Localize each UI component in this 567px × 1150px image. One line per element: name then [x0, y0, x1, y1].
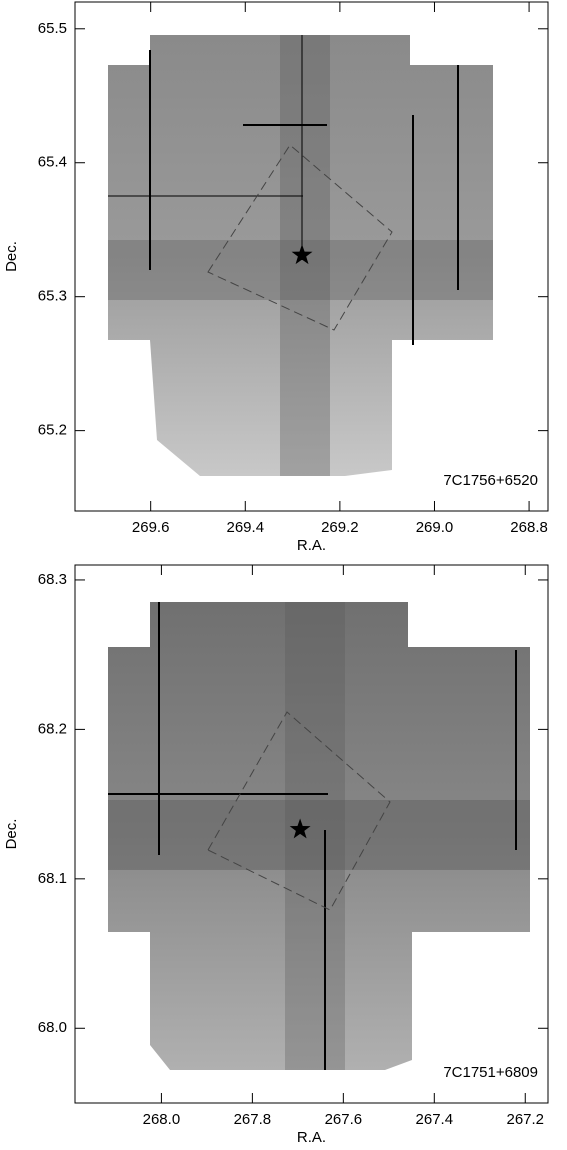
y-tick-label: 65.4 — [38, 154, 67, 171]
x-tick-label: 267.8 — [234, 1111, 272, 1128]
plot-frame — [74, 1, 549, 512]
x-tick-label: 267.6 — [325, 1111, 363, 1128]
x-tick-label: 268.0 — [143, 1111, 181, 1128]
y-tick-label: 68.0 — [38, 1019, 67, 1036]
y-tick-label: 65.3 — [38, 288, 67, 305]
y-tick-label: 65.5 — [38, 20, 67, 37]
x-tick-label: 268.8 — [510, 519, 548, 536]
x-tick-label: 267.2 — [506, 1111, 544, 1128]
annotation: 7C1756+6520 — [443, 472, 538, 489]
x-tick-label: 269.0 — [416, 519, 454, 536]
y-axis-label: Dec. — [3, 819, 20, 850]
y-axis-label: Dec. — [3, 241, 20, 272]
y-tick-label: 68.1 — [38, 870, 67, 887]
image-footprint — [108, 602, 530, 1070]
target-marker — [289, 818, 311, 839]
y-tick-label: 68.2 — [38, 720, 67, 737]
x-axis-label: R.A. — [297, 537, 326, 554]
plot-frame — [74, 564, 549, 1104]
x-tick-label: 267.4 — [416, 1111, 454, 1128]
x-tick-label: 269.6 — [132, 519, 170, 536]
y-tick-label: 65.2 — [38, 422, 67, 439]
annotation: 7C1751+6809 — [443, 1064, 538, 1081]
y-tick-label: 68.3 — [38, 571, 67, 588]
x-tick-label: 269.4 — [227, 519, 265, 536]
x-tick-label: 269.2 — [321, 519, 359, 536]
target-marker — [291, 244, 313, 265]
x-axis-label: R.A. — [297, 1129, 326, 1146]
